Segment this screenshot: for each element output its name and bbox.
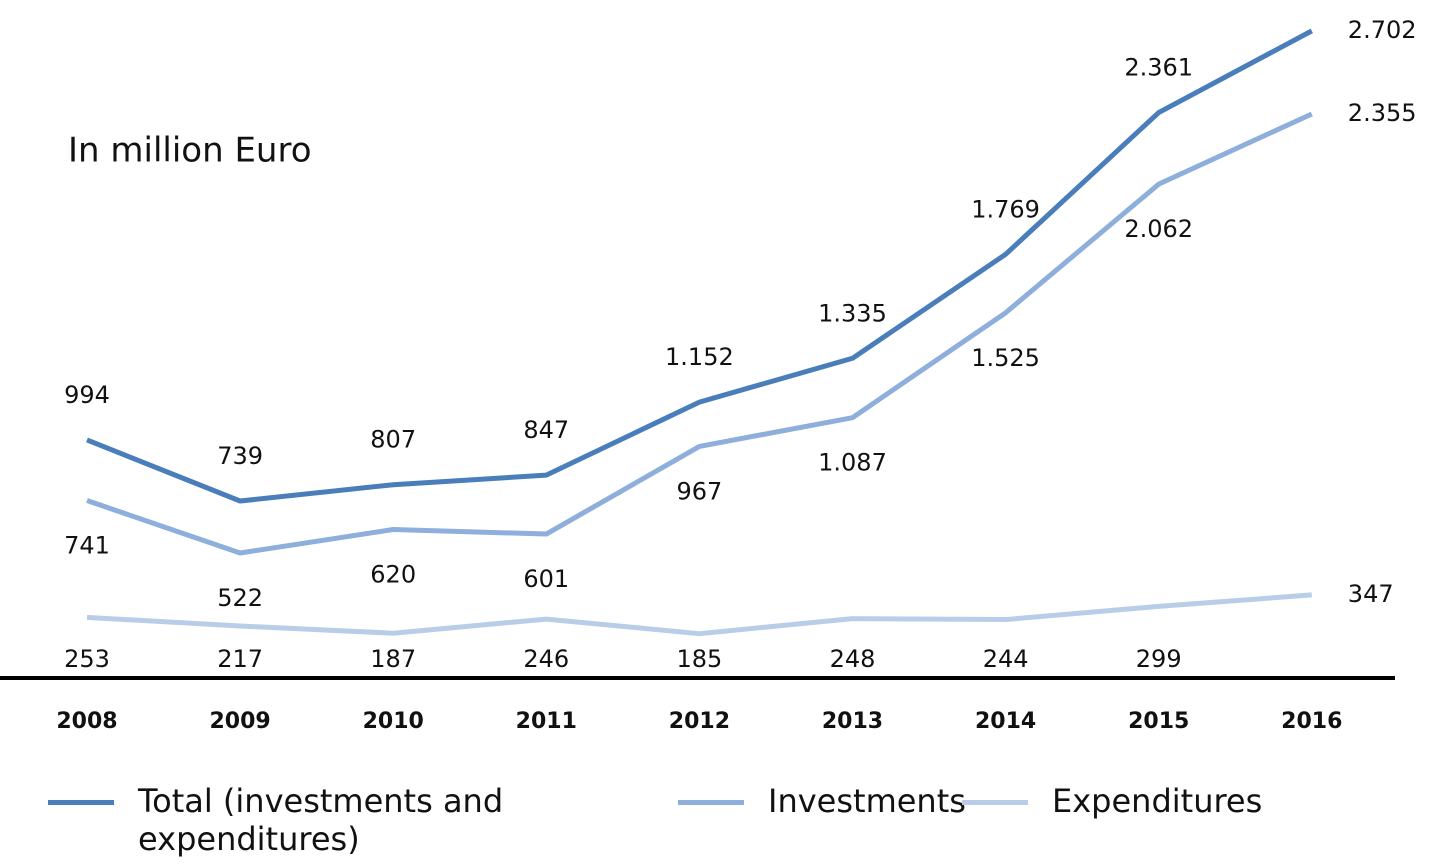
x-tick-label: 2013 (822, 709, 883, 734)
data-label: 807 (370, 426, 416, 454)
legend-swatch (48, 800, 114, 805)
legend-item: Expenditures (962, 782, 1272, 820)
data-label: 299 (1136, 645, 1182, 673)
legend-item: Total (investments and expenditures) (48, 782, 658, 858)
data-label: 967 (676, 477, 722, 505)
legend-item: Investments (678, 782, 966, 820)
data-label: 601 (523, 565, 569, 593)
data-label: 217 (217, 645, 263, 673)
chart-title: In million Euro (68, 131, 312, 171)
data-label: 741 (64, 532, 110, 560)
data-label: 2.062 (1124, 215, 1193, 243)
line-series (86, 111, 1313, 556)
line-series (86, 592, 1312, 637)
data-label: 1.525 (971, 344, 1040, 372)
data-label: 522 (217, 584, 263, 612)
data-label: 847 (523, 416, 569, 444)
data-label: 187 (370, 645, 416, 673)
data-label: 739 (217, 442, 263, 470)
x-tick-label: 2011 (516, 709, 577, 734)
data-label: 1.769 (971, 195, 1040, 223)
data-label: 246 (523, 645, 569, 673)
x-tick-label: 2015 (1128, 709, 1189, 734)
x-tick-label: 2012 (669, 709, 730, 734)
x-tick-label: 2016 (1281, 709, 1342, 734)
data-label: 244 (983, 645, 1029, 673)
data-label: 347 (1348, 580, 1394, 608)
data-label: 1.152 (665, 343, 734, 371)
data-label: 994 (64, 381, 110, 409)
data-label: 1.087 (818, 449, 887, 477)
legend-swatch (962, 800, 1028, 805)
data-label: 253 (64, 645, 110, 673)
data-label: 2.355 (1348, 99, 1417, 127)
data-label: 620 (370, 561, 416, 589)
data-label: 185 (676, 645, 722, 673)
x-tick-label: 2014 (975, 709, 1036, 734)
legend-label: Investments (768, 782, 966, 820)
data-label: 2.702 (1348, 16, 1417, 44)
data-label: 248 (830, 645, 876, 673)
x-tick-label: 2009 (209, 709, 270, 734)
legend-label: Expenditures (1052, 782, 1263, 820)
data-label: 1.335 (818, 299, 887, 327)
line-series (86, 28, 1313, 504)
x-tick-label: 2010 (363, 709, 424, 734)
legend-label: Total (investments and expenditures) (138, 782, 504, 858)
data-label: 2.361 (1124, 54, 1193, 82)
x-tick-label: 2008 (56, 709, 117, 734)
legend-swatch (678, 800, 744, 805)
